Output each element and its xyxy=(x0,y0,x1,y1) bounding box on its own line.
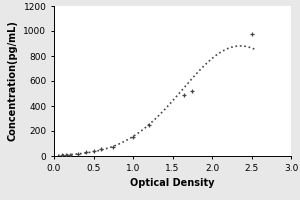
Y-axis label: Concentration(pg/mL): Concentration(pg/mL) xyxy=(8,21,18,141)
X-axis label: Optical Density: Optical Density xyxy=(130,178,215,188)
